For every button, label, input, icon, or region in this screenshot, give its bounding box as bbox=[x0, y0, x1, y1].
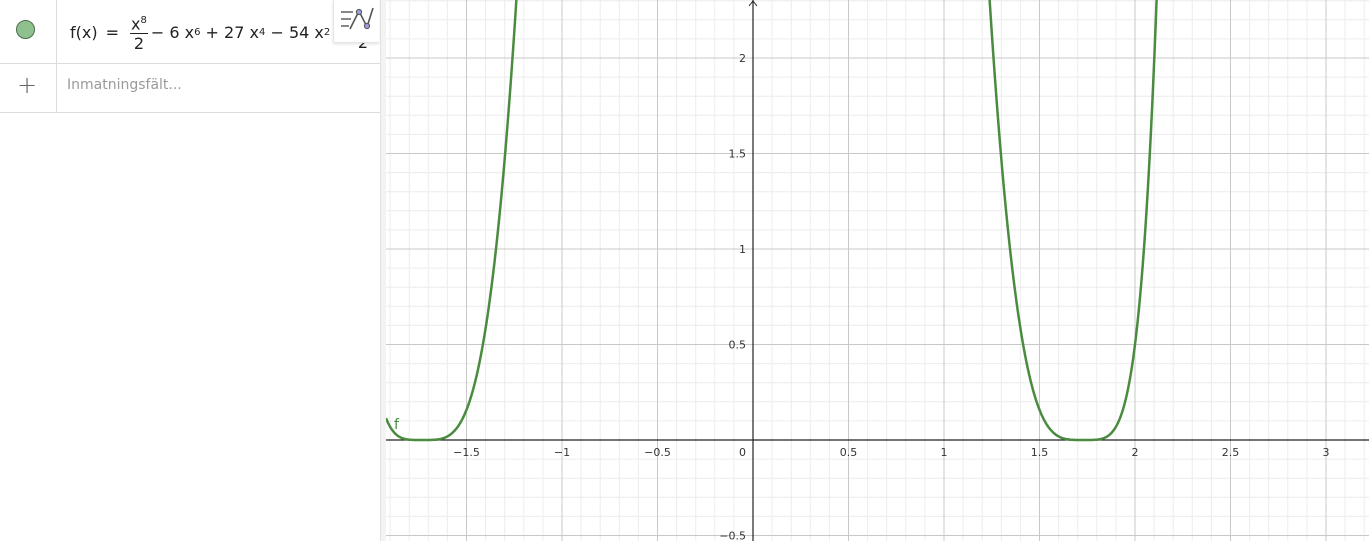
t2-exp: 6 bbox=[194, 26, 201, 38]
t1-exp: 8 bbox=[140, 14, 147, 26]
op-2: + bbox=[205, 22, 219, 42]
x-tick-label: 0.5 bbox=[840, 446, 858, 459]
x-tick-label: −0.5 bbox=[644, 446, 671, 459]
style-bar-button[interactable] bbox=[333, 0, 379, 43]
visibility-toggle-icon[interactable] bbox=[16, 20, 35, 39]
y-tick-label: 1 bbox=[739, 243, 746, 256]
equals-sign: = bbox=[105, 22, 119, 42]
t4-exp: 2 bbox=[323, 26, 331, 38]
t1-den: 2 bbox=[133, 34, 145, 54]
x-tick-label: 2.5 bbox=[1222, 446, 1240, 459]
function-name: f(x) bbox=[70, 22, 98, 42]
y-tick-label: 2 bbox=[739, 52, 746, 65]
visibility-toggle-cell[interactable] bbox=[0, 0, 57, 63]
op-1: − bbox=[150, 22, 165, 42]
term-4: 54 x bbox=[288, 22, 324, 42]
y-tick-label: −0.5 bbox=[719, 530, 746, 541]
x-tick-label: −1 bbox=[554, 446, 570, 459]
x-tick-label: 3 bbox=[1323, 446, 1330, 459]
x-tick-label: −1.5 bbox=[453, 446, 480, 459]
graphing-style-icon bbox=[341, 7, 374, 30]
plus-icon[interactable]: + bbox=[17, 71, 38, 99]
y-tick-label: 1.5 bbox=[729, 148, 747, 161]
y-axis-arrow bbox=[748, 0, 758, 7]
op-3: − bbox=[270, 22, 284, 42]
x-tick-label: 1.5 bbox=[1031, 446, 1049, 459]
t1-num: x bbox=[131, 14, 141, 34]
x-tick-label: 1 bbox=[941, 446, 948, 459]
y-tick-label: 0.5 bbox=[729, 339, 747, 352]
algebra-view: f(x) = x82 − 6 x6 + 27 x4 − 54 x2 + 812 … bbox=[0, 0, 380, 541]
algebra-item-f[interactable]: f(x) = x82 − 6 x6 + 27 x4 − 54 x2 + 812 bbox=[0, 0, 380, 64]
function-f-label: f bbox=[394, 417, 400, 433]
function-definition[interactable]: f(x) = x82 − 6 x6 + 27 x4 − 54 x2 + 812 bbox=[70, 8, 377, 56]
term-2: 6 x bbox=[169, 22, 195, 42]
term-1: x8 2 bbox=[130, 11, 148, 53]
input-field[interactable]: Inmatningsfält... bbox=[67, 77, 182, 93]
term-3: 27 x bbox=[224, 22, 259, 42]
function-f-curve bbox=[386, 0, 1158, 442]
t3-exp: 4 bbox=[258, 26, 266, 38]
graphics-view[interactable]: −1.5 −1 −0.5 0 0.5 1 1.5 2 2.5 3 −0.5 0.5 1 1.5 2 f bbox=[386, 0, 1369, 541]
x-tick-label: 0 bbox=[739, 446, 746, 459]
x-tick-label: 2 bbox=[1132, 446, 1139, 459]
add-cell[interactable]: + bbox=[0, 63, 57, 112]
input-row[interactable]: + Inmatningsfält... bbox=[0, 63, 380, 113]
panel-divider[interactable] bbox=[380, 0, 386, 541]
